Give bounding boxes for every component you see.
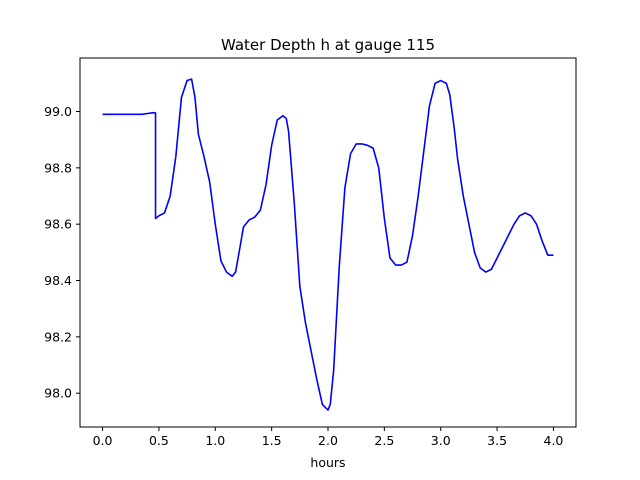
x-tick-label: 1.0 <box>205 433 225 448</box>
x-tick-label: 0.5 <box>149 433 169 448</box>
x-tick-label: 2.0 <box>318 433 338 448</box>
x-axis: 0.0 0.5 1.0 1.5 2.0 2.5 3.0 3.5 4.0 <box>93 427 564 448</box>
series-line <box>102 78 554 411</box>
y-tick-label: 98.2 <box>44 329 72 344</box>
x-axis-label: hours <box>310 455 345 470</box>
y-tick-label: 99.0 <box>44 104 72 119</box>
y-axis: 98.0 98.2 98.4 98.6 98.8 99.0 <box>44 104 80 401</box>
chart-title: Water Depth h at gauge 115 <box>221 36 435 54</box>
plot-area <box>102 78 554 411</box>
x-tick-label: 0.0 <box>93 433 113 448</box>
y-tick-label: 98.6 <box>44 217 72 232</box>
y-tick-label: 98.4 <box>44 273 72 288</box>
x-tick-label: 4.0 <box>544 433 564 448</box>
x-tick-label: 1.5 <box>262 433 282 448</box>
x-tick-label: 3.5 <box>487 433 507 448</box>
y-tick-label: 98.8 <box>44 160 72 175</box>
y-tick-label: 98.0 <box>44 386 72 401</box>
x-tick-label: 2.5 <box>374 433 394 448</box>
x-tick-label: 3.0 <box>431 433 451 448</box>
